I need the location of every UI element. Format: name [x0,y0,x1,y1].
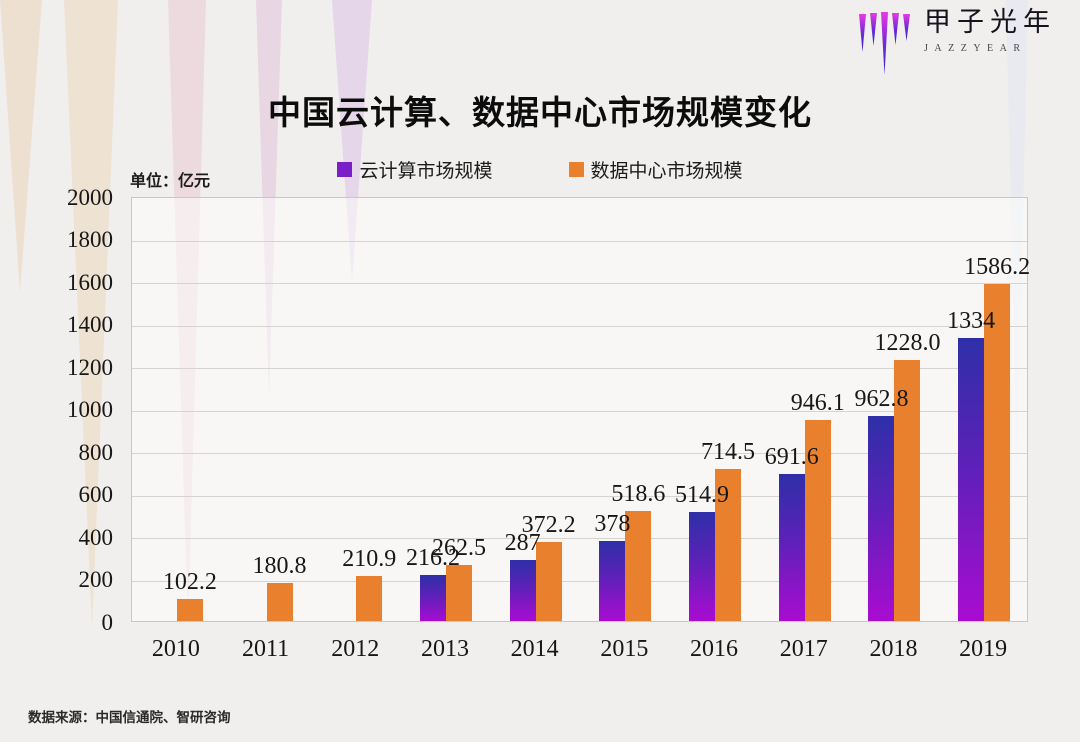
y-axis-tick-label: 1000 [67,397,113,422]
gridline [132,325,1027,327]
brand-name-cn: 甲子光年 [924,7,1056,37]
cloud-market-bar [958,337,985,621]
chart-legend: 云计算市场规模 数据中心市场规模 [0,156,1080,183]
legend-item-datacenter: 数据中心市场规模 [568,156,743,183]
x-axis-tick-label: 2012 [331,636,380,662]
cloud-market-bar [419,575,446,621]
datacenter-value-label: 518.6 [611,480,666,507]
cloud-value-label: 378 [594,510,631,537]
datacenter-market-bar [445,565,472,621]
datacenter-market-bar [176,599,203,621]
x-axis-tick-label: 2019 [959,636,1008,662]
cloud-value-label: 514.9 [675,481,730,508]
y-axis-tick-label: 1400 [67,312,113,337]
chart-title: 中国云计算、数据中心市场规模变化 [268,94,812,131]
datacenter-value-label: 372.2 [521,511,576,538]
y-axis-tick-label: 800 [78,439,114,465]
cloud-series-swatch [337,162,353,177]
cloud-value-label: 962.8 [854,386,909,413]
datacenter-value-label: 714.5 [701,439,756,466]
cloud-market-bar [599,540,626,621]
datacenter-value-label: 102.2 [162,569,217,596]
data-source-note: 数据来源：中国信通院、智研咨询 [28,710,231,725]
datacenter-market-bar [535,541,562,621]
gridline [132,283,1027,284]
plot-area: 102.2 180.8 210.9 216.2 262.5 287 372.2 378 518.… [131,197,1030,622]
gridline [132,240,1027,242]
datacenter-value-label: 262.5 [431,535,486,562]
datacenter-market-bar [894,360,921,621]
cloud-value-label: 691.6 [764,444,819,471]
datacenter-market-bar [356,576,383,621]
brand-name-en: JAZZYEAR [924,42,1027,54]
x-axis-tick-label: 2013 [420,636,469,662]
cloud-value-label: 287 [504,530,541,557]
cloud-market-bar [868,416,895,621]
datacenter-market-bar [984,283,1011,621]
x-axis-tick-label: 2017 [779,636,828,662]
datacenter-value-label: 1586.2 [964,253,1031,280]
datacenter-market-bar [266,582,293,621]
datacenter-value-label: 946.1 [790,389,845,416]
gridline [132,580,1027,582]
y-axis-tick-label: 1800 [67,227,113,252]
gridline [132,453,1027,454]
cloud-series-label: 云计算市场规模 [359,161,493,182]
datacenter-value-label: 1228.0 [874,330,941,357]
y-axis-tick-label: 2000 [67,184,113,210]
axis-unit-label: 单位：亿元 [130,173,211,190]
x-axis-tick-label: 2016 [690,636,739,662]
datacenter-market-bar [715,469,742,621]
x-axis-tick-label: 2018 [869,636,918,662]
y-axis-tick-label: 1600 [67,269,113,295]
gridline [132,368,1027,369]
jazzyear-logo-icon [859,12,910,75]
datacenter-market-bar [804,419,831,621]
jazzyear-logo: 甲子光年 JAZZYEAR [854,6,1056,87]
y-axis-tick-label: 200 [78,567,114,592]
datacenter-value-label: 210.9 [342,546,397,573]
x-axis-tick-label: 2015 [600,636,649,662]
cloud-market-bar [509,560,536,621]
gridline [132,495,1027,497]
gridline [132,410,1027,412]
datacenter-series-label: 数据中心市场规模 [590,161,743,182]
y-axis-tick-label: 0 [101,609,114,635]
x-axis-tick-label: 2011 [241,636,290,662]
cloud-market-bar [689,511,716,621]
x-axis-tick-label: 2014 [510,636,559,662]
datacenter-market-bar [625,510,652,621]
cloud-value-label: 216.2 [405,545,460,572]
y-axis-tick-label: 400 [78,524,114,550]
cloud-market-bar [778,474,805,621]
x-axis-tick-label: 2010 [151,636,200,662]
gridline [132,538,1027,539]
cloud-value-label: 1334 [947,307,996,334]
y-axis-tick-label: 1200 [67,354,113,380]
datacenter-value-label: 180.8 [252,552,307,579]
y-axis-tick-label: 600 [78,482,114,507]
datacenter-series-swatch [568,162,584,177]
legend-item-cloud: 云计算市场规模 [337,156,493,183]
